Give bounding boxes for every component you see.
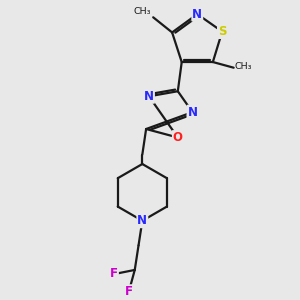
Text: CH₃: CH₃ <box>235 62 252 71</box>
Text: N: N <box>192 8 202 21</box>
Text: N: N <box>144 90 154 103</box>
Text: N: N <box>137 214 147 227</box>
Text: F: F <box>110 267 118 280</box>
Text: O: O <box>173 131 183 144</box>
Text: F: F <box>125 285 133 298</box>
Text: CH₃: CH₃ <box>134 7 151 16</box>
Text: S: S <box>218 25 226 38</box>
Text: N: N <box>188 106 197 118</box>
